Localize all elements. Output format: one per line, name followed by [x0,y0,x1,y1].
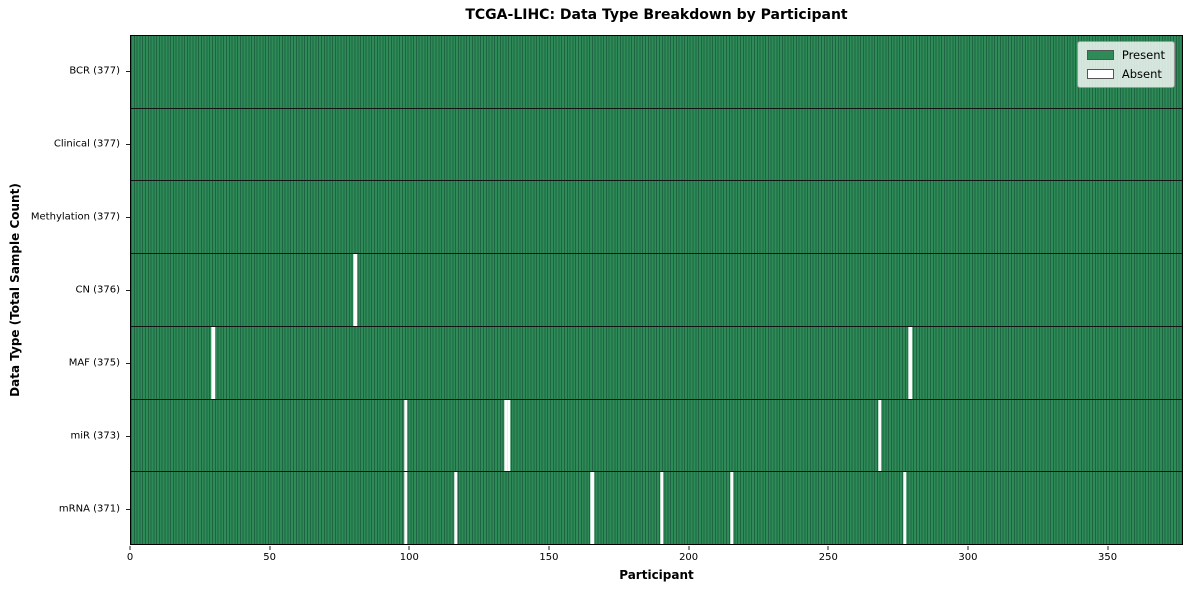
absent-marker-mrna-116 [454,472,458,545]
x-tick-mark-200 [688,546,690,550]
x-tick-mark-100 [408,546,410,550]
x-tick-label-150: 150 [539,552,559,563]
heatmap-row-mir [131,399,1182,473]
legend-item-absent: Absent [1086,67,1165,81]
y-axis-tick-labels: BCR (377) Clinical (377) Methylation (377)… [0,35,130,545]
absent-marker-mrna-190 [660,472,664,545]
y-tick-label-clinical: Clinical (377) [53,138,120,150]
x-tick-label-300: 300 [958,552,978,563]
absent-marker-mir-268 [877,399,882,472]
x-tick-mark-0 [129,546,131,550]
legend-item-present: Present [1086,48,1165,62]
absent-marker-mrna-277 [902,472,907,545]
heatmap-row-cn [131,254,1182,327]
chart-title: TCGA-LIHC: Data Type Breakdown by Partic… [465,7,848,23]
absent-marker-maf-279 [908,326,912,399]
x-tick-label-50: 50 [263,552,277,563]
heatmap-row-methylation [131,181,1182,255]
x-tick-mark-250 [827,546,829,550]
x-axis: 0 50 100 150 200 250 300 350 [126,545,1183,569]
x-tick-label-250: 250 [818,552,838,563]
legend-swatch-absent [1086,69,1114,79]
y-tick-label-methylation: Methylation (377) [30,211,120,223]
y-tick-label-cn: CN (376) [75,284,120,296]
x-tick-mark-50 [269,546,271,550]
absent-marker-maf-29 [211,326,215,399]
x-tick-label-0: 0 [126,552,134,563]
x-tick-label-100: 100 [399,552,419,563]
heatmap-row-bcr [131,36,1182,109]
legend-swatch-present [1086,50,1114,60]
legend-label-absent: Absent [1121,67,1162,81]
legend-label-present: Present [1121,48,1165,62]
absent-marker-mir-135 [507,399,511,472]
heatmap-row-maf [131,326,1182,400]
absent-marker-cn-80 [353,254,358,326]
absent-marker-mrna-165 [590,472,595,545]
heatmap-row-clinical [131,109,1182,182]
y-tick-label-mrna: mRNA (371) [58,503,120,515]
absent-marker-mir-134 [504,399,508,472]
absent-marker-mrna-215 [730,472,734,545]
y-tick-mark-bcr [126,71,130,73]
y-tick-label-mir: miR (373) [70,430,120,442]
legend: Present Absent [1076,41,1175,88]
y-tick-mark-mrna [126,508,130,510]
y-tick-mark-mir [126,435,130,437]
absent-marker-mir-98 [403,399,408,472]
x-axis-title: Participant [619,568,694,582]
absent-marker-mrna-98 [403,472,408,545]
plot-area: Present Absent [130,35,1183,545]
x-tick-mark-150 [548,546,550,550]
x-tick-label-200: 200 [679,552,699,563]
y-tick-label-bcr: BCR (377) [69,65,120,77]
x-tick-mark-300 [967,546,969,550]
y-tick-label-maf: MAF (375) [68,357,120,369]
y-tick-mark-maf [126,362,130,364]
x-tick-mark-350 [1107,546,1109,550]
x-tick-label-350: 350 [1098,552,1118,563]
y-tick-mark-cn [126,290,130,291]
heatmap-row-mrna [131,472,1182,545]
y-tick-mark-clinical [126,144,130,146]
y-tick-mark-methylation [126,217,130,219]
